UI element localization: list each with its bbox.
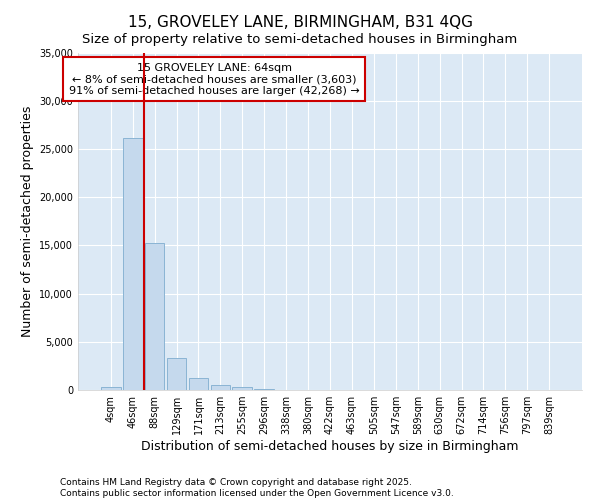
Bar [101, 386, 121, 390]
Bar [232, 386, 252, 390]
X-axis label: Distribution of semi-detached houses by size in Birmingham: Distribution of semi-detached houses by … [141, 440, 519, 453]
Bar [188, 378, 208, 390]
Text: Size of property relative to semi-detached houses in Birmingham: Size of property relative to semi-detach… [82, 32, 518, 46]
Bar [145, 244, 164, 390]
Bar [167, 358, 187, 390]
Text: 15, GROVELEY LANE, BIRMINGHAM, B31 4QG: 15, GROVELEY LANE, BIRMINGHAM, B31 4QG [128, 15, 473, 30]
Text: 15 GROVELEY LANE: 64sqm
← 8% of semi-detached houses are smaller (3,603)
91% of : 15 GROVELEY LANE: 64sqm ← 8% of semi-det… [69, 62, 359, 96]
Bar [123, 138, 143, 390]
Y-axis label: Number of semi-detached properties: Number of semi-detached properties [20, 106, 34, 337]
Bar [254, 389, 274, 390]
Bar [211, 385, 230, 390]
Text: Contains HM Land Registry data © Crown copyright and database right 2025.
Contai: Contains HM Land Registry data © Crown c… [60, 478, 454, 498]
